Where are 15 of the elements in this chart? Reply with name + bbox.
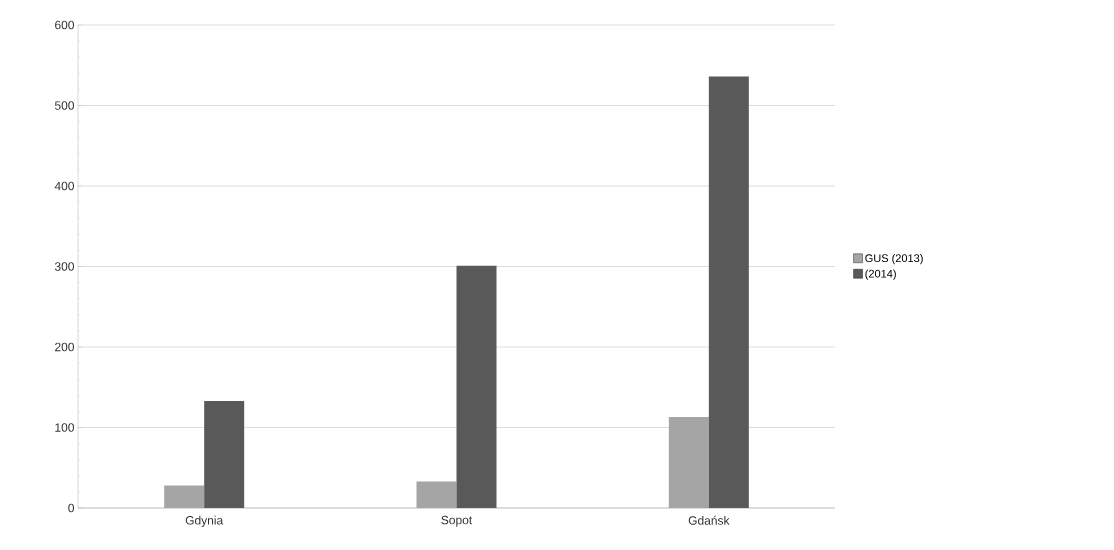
y-tick-label: 500: [54, 101, 74, 110]
y-tick-label: 400: [54, 181, 74, 191]
bar: [204, 400, 245, 508]
y-tick-label: 600: [55, 20, 74, 30]
y-tick-label: 200: [55, 342, 74, 352]
x-tick-label: Gdynia: [185, 515, 224, 527]
bar: [456, 265, 497, 508]
x-tick-label: Gdańsk: [688, 515, 730, 525]
y-tick-label: 300: [54, 262, 74, 271]
bar: [708, 76, 749, 508]
y-tick-label: 100: [55, 423, 74, 432]
x-tick-label: Sopot: [441, 515, 473, 527]
y-tick-label: 0: [68, 503, 75, 513]
legend-label: GUS (2013): [865, 254, 923, 265]
legend-label: (2014): [865, 269, 896, 280]
